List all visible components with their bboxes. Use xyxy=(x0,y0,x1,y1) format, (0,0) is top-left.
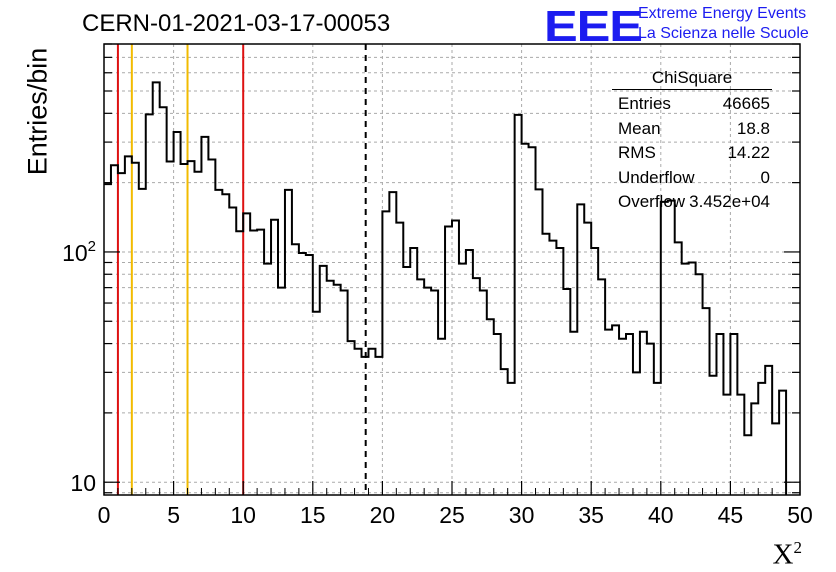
x-tick-label: 35 xyxy=(578,502,604,528)
logo-line1: Extreme Energy Events xyxy=(638,5,807,22)
chart-title: CERN-01-2021-03-17-00053 xyxy=(82,10,391,37)
y-tick-label: 10 xyxy=(70,470,96,496)
histogram-series xyxy=(104,81,788,495)
x-tick-label: 45 xyxy=(718,502,744,528)
x-tick-label: 40 xyxy=(648,502,674,528)
stats-box: ChiSquare Entries 46665 Mean 18.8 RMS 14.22… xyxy=(612,68,772,215)
logo-line2: La Scienza nelle Scuole xyxy=(638,25,809,42)
x-tick-label: 10 xyxy=(230,502,256,528)
stats-title: ChiSquare xyxy=(612,68,772,90)
x-tick-label: 5 xyxy=(167,502,180,528)
stats-row-overflow: Overflow 3.452e+04 xyxy=(618,192,770,211)
axis-ticks xyxy=(103,43,801,495)
stats-row-underflow: Underflow 0 xyxy=(618,167,770,187)
y-axis-label: Entries/bin xyxy=(22,47,53,176)
x-tick-label: 50 xyxy=(787,502,813,528)
eee-logo: EEE xyxy=(544,2,643,51)
logo-caption: Extreme Energy Events La Scienza nelle S… xyxy=(638,4,809,44)
x-tick-label: 25 xyxy=(439,502,465,528)
stats-row-rms: RMS 14.22 xyxy=(618,143,770,162)
y-tick-label: 102 xyxy=(62,238,96,266)
x-tick-label: 20 xyxy=(370,502,396,528)
marker-lines xyxy=(116,44,367,495)
x-axis-label: X2 xyxy=(772,538,802,571)
tick-labels: 0 5 10 15 20 25 30 35 40 45 50 10 102 xyxy=(62,238,813,528)
stats-row-mean: Mean 18.8 xyxy=(618,118,770,138)
stats-row-entries: Entries 46665 xyxy=(618,94,770,113)
x-tick-label: 0 xyxy=(98,502,111,528)
x-tick-label: 15 xyxy=(300,502,326,528)
x-tick-label: 30 xyxy=(509,502,535,528)
